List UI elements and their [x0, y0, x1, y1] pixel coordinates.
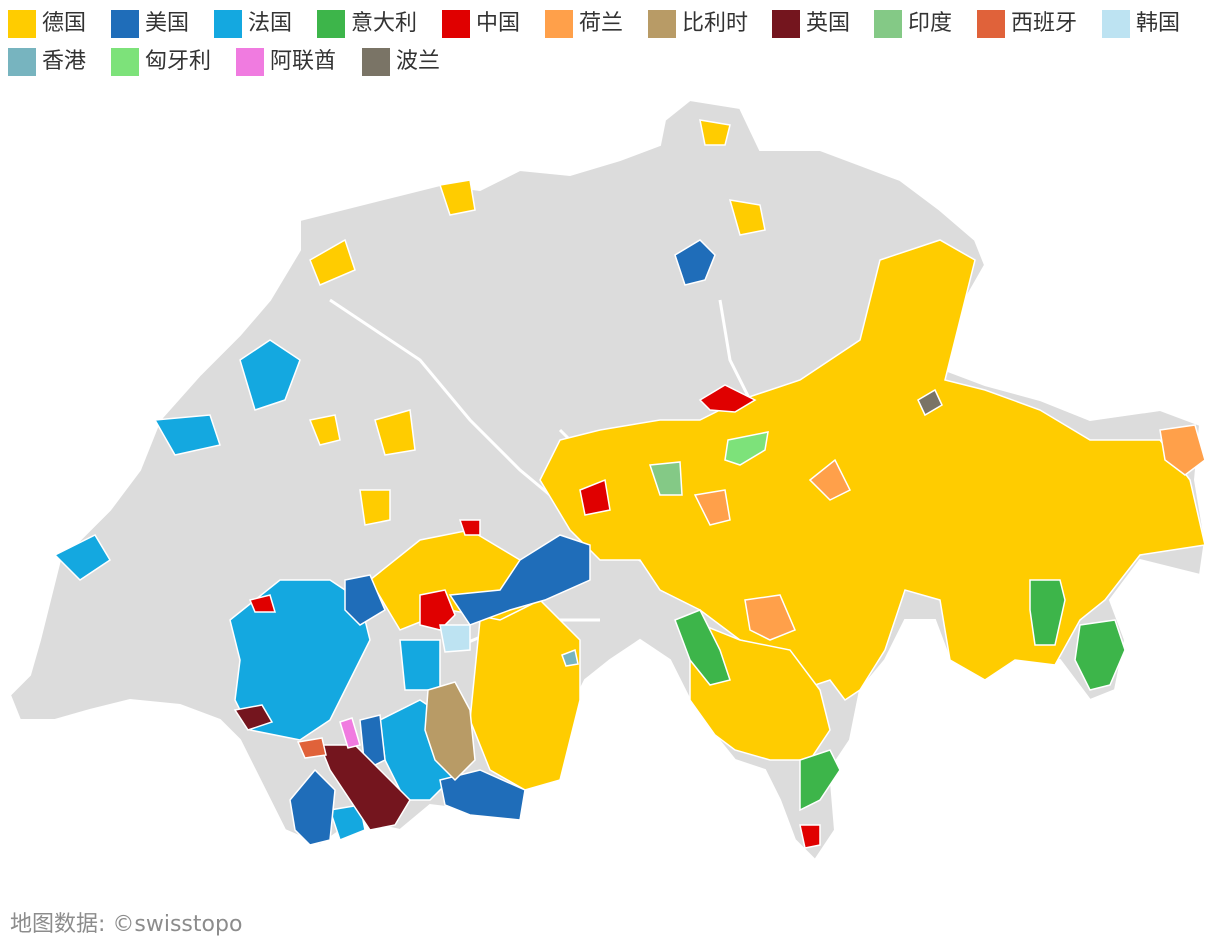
legend-label: 荷兰 — [579, 11, 624, 36]
legend-label: 阿联酋 — [270, 49, 337, 74]
region-valais-yellow — [469, 599, 581, 791]
legend-swatch — [111, 10, 139, 38]
legend-label: 德国 — [42, 11, 87, 36]
legend-label: 英国 — [806, 11, 851, 36]
region-glarus — [808, 458, 852, 501]
region-belgium — [424, 681, 476, 782]
switzerland-map — [8, 98, 1207, 862]
region-gstaad — [419, 589, 456, 631]
legend-label: 印度 — [908, 11, 953, 36]
legend-label: 美国 — [145, 11, 190, 36]
region-engelberg — [579, 478, 611, 516]
legend-item-germany: 德国 — [8, 8, 86, 40]
legend-swatch — [874, 10, 902, 38]
legend-swatch — [977, 10, 1005, 38]
legend-label: 中国 — [476, 11, 521, 36]
region-italy — [674, 579, 1126, 812]
legend-label: 西班牙 — [1011, 11, 1078, 36]
legend-item-china: 中国 — [442, 8, 520, 40]
legend-swatch — [1102, 10, 1130, 38]
region-vaud-cn — [248, 594, 277, 613]
region-geneva-lake — [53, 534, 112, 581]
legend-swatch — [8, 10, 36, 38]
region-vaud-us — [344, 574, 386, 626]
legend-item-uae: 阿联酋 — [236, 46, 336, 78]
region-jura-2 — [153, 414, 221, 456]
region-poland — [917, 388, 943, 417]
region-usa — [289, 239, 716, 846]
region-mid-3 — [359, 489, 391, 526]
region-netherlands — [693, 424, 1206, 641]
region-india — [648, 461, 683, 496]
legend-swatch — [317, 10, 345, 38]
region-lower-valais — [329, 804, 366, 841]
region-lower-engadin — [1159, 424, 1206, 476]
legend-swatch — [545, 10, 573, 38]
region-vaud — [229, 579, 371, 741]
legend-label: 法国 — [248, 11, 293, 36]
region-uri — [693, 489, 731, 526]
region-valais-us — [439, 769, 526, 821]
region-small-fr-1 — [399, 639, 441, 691]
legend-label: 波兰 — [396, 49, 441, 74]
region-bern-oberland — [448, 534, 591, 626]
region-china — [248, 384, 821, 849]
region-zurich — [674, 239, 716, 286]
legend-item-france: 法国 — [214, 8, 292, 40]
region-hongkong — [561, 648, 579, 667]
legend-label: 香港 — [42, 49, 87, 74]
legend-item-italy: 意大利 — [317, 8, 417, 40]
legend-label: 韩国 — [1136, 11, 1181, 36]
region-uae — [339, 717, 361, 749]
region-north-2 — [439, 179, 476, 216]
region-valposchiavo — [1029, 579, 1066, 646]
region-engadin — [1074, 619, 1126, 691]
region-north-1 — [728, 199, 766, 236]
legend-item-india: 印度 — [874, 8, 952, 40]
region-zug — [698, 384, 757, 413]
legend-item-netherlands: 荷兰 — [545, 8, 623, 40]
region-korea — [439, 624, 471, 653]
legend-swatch — [236, 48, 264, 76]
region-small-cn — [458, 519, 481, 536]
region-north-4 — [699, 119, 731, 146]
region-hungary — [724, 431, 769, 466]
legend-label: 意大利 — [351, 11, 418, 36]
region-zermatt — [289, 768, 336, 846]
legend-item-hungary: 匈牙利 — [111, 46, 211, 78]
region-mid-2 — [374, 409, 416, 456]
legend-swatch — [772, 10, 800, 38]
region-chiasso — [799, 824, 821, 849]
region-lugano — [799, 749, 841, 812]
legend-item-poland: 波兰 — [362, 46, 440, 78]
region-ticino-north — [674, 609, 731, 686]
region-france — [53, 339, 461, 841]
legend-swatch — [111, 48, 139, 76]
legend-item-spain: 西班牙 — [977, 8, 1077, 40]
legend-label: 比利时 — [682, 11, 749, 36]
legend-swatch — [214, 10, 242, 38]
legend-swatch — [8, 48, 36, 76]
region-jura-1 — [239, 339, 301, 411]
region-uk — [318, 744, 411, 831]
region-north-3 — [309, 238, 356, 286]
region-leventina — [744, 594, 796, 641]
legend-swatch — [442, 10, 470, 38]
region-mid-1 — [308, 414, 341, 446]
legend-item-uk: 英国 — [772, 8, 850, 40]
legend-item-hongkong: 香港 — [8, 46, 86, 78]
legend-item-korea: 韩国 — [1102, 8, 1180, 40]
legend-swatch — [362, 48, 390, 76]
legend-item-usa: 美国 — [111, 8, 189, 40]
map-source-credit: 地图数据: ©swisstopo — [10, 912, 243, 937]
legend-label: 匈牙利 — [145, 49, 212, 74]
region-uk-small — [233, 704, 274, 731]
region-spain — [296, 737, 327, 759]
legend-item-belgium: 比利时 — [648, 8, 748, 40]
legend-swatch — [648, 10, 676, 38]
